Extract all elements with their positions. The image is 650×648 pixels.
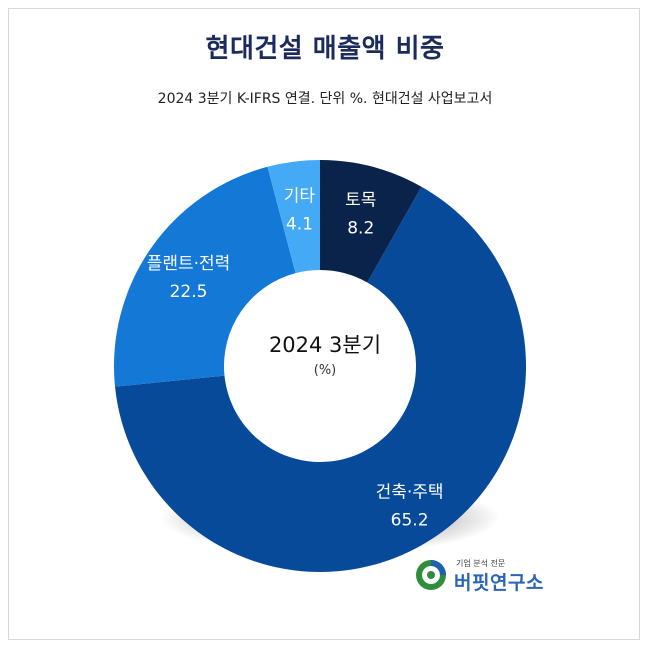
slice-value-civil: 8.2 [347,218,374,238]
slice-building-housing [115,186,526,573]
logo-tagline: 기업 분석 전문 [456,559,506,568]
center-unit: (%) [314,363,337,378]
logo-name: 버핏연구소 [454,572,544,594]
slice-label-plant-power: 플랜트·전력 [147,254,231,274]
slice-other [267,160,320,274]
slice-value-building-housing: 65.2 [391,510,429,530]
slice-label-building-housing: 건축·주택 [376,482,444,502]
slice-plant-power [114,166,296,387]
center-label: 2024 3분기 [269,333,381,357]
slice-value-other: 4.1 [286,214,313,234]
slice-label-civil: 토목 [345,190,376,210]
slice-label-other: 기타 [284,186,316,206]
slice-value-plant-power: 22.5 [170,282,208,302]
chart-subtitle: 2024 3분기 K-IFRS 연결. 단위 %. 현대건설 사업보고서 [157,91,493,107]
logo: 기업 분석 전문 버핏연구소 [414,556,574,596]
logo-mark-icon [416,560,446,590]
chart-title: 현대건설 매출액 비중 [205,34,445,64]
slice-civil [320,160,422,283]
